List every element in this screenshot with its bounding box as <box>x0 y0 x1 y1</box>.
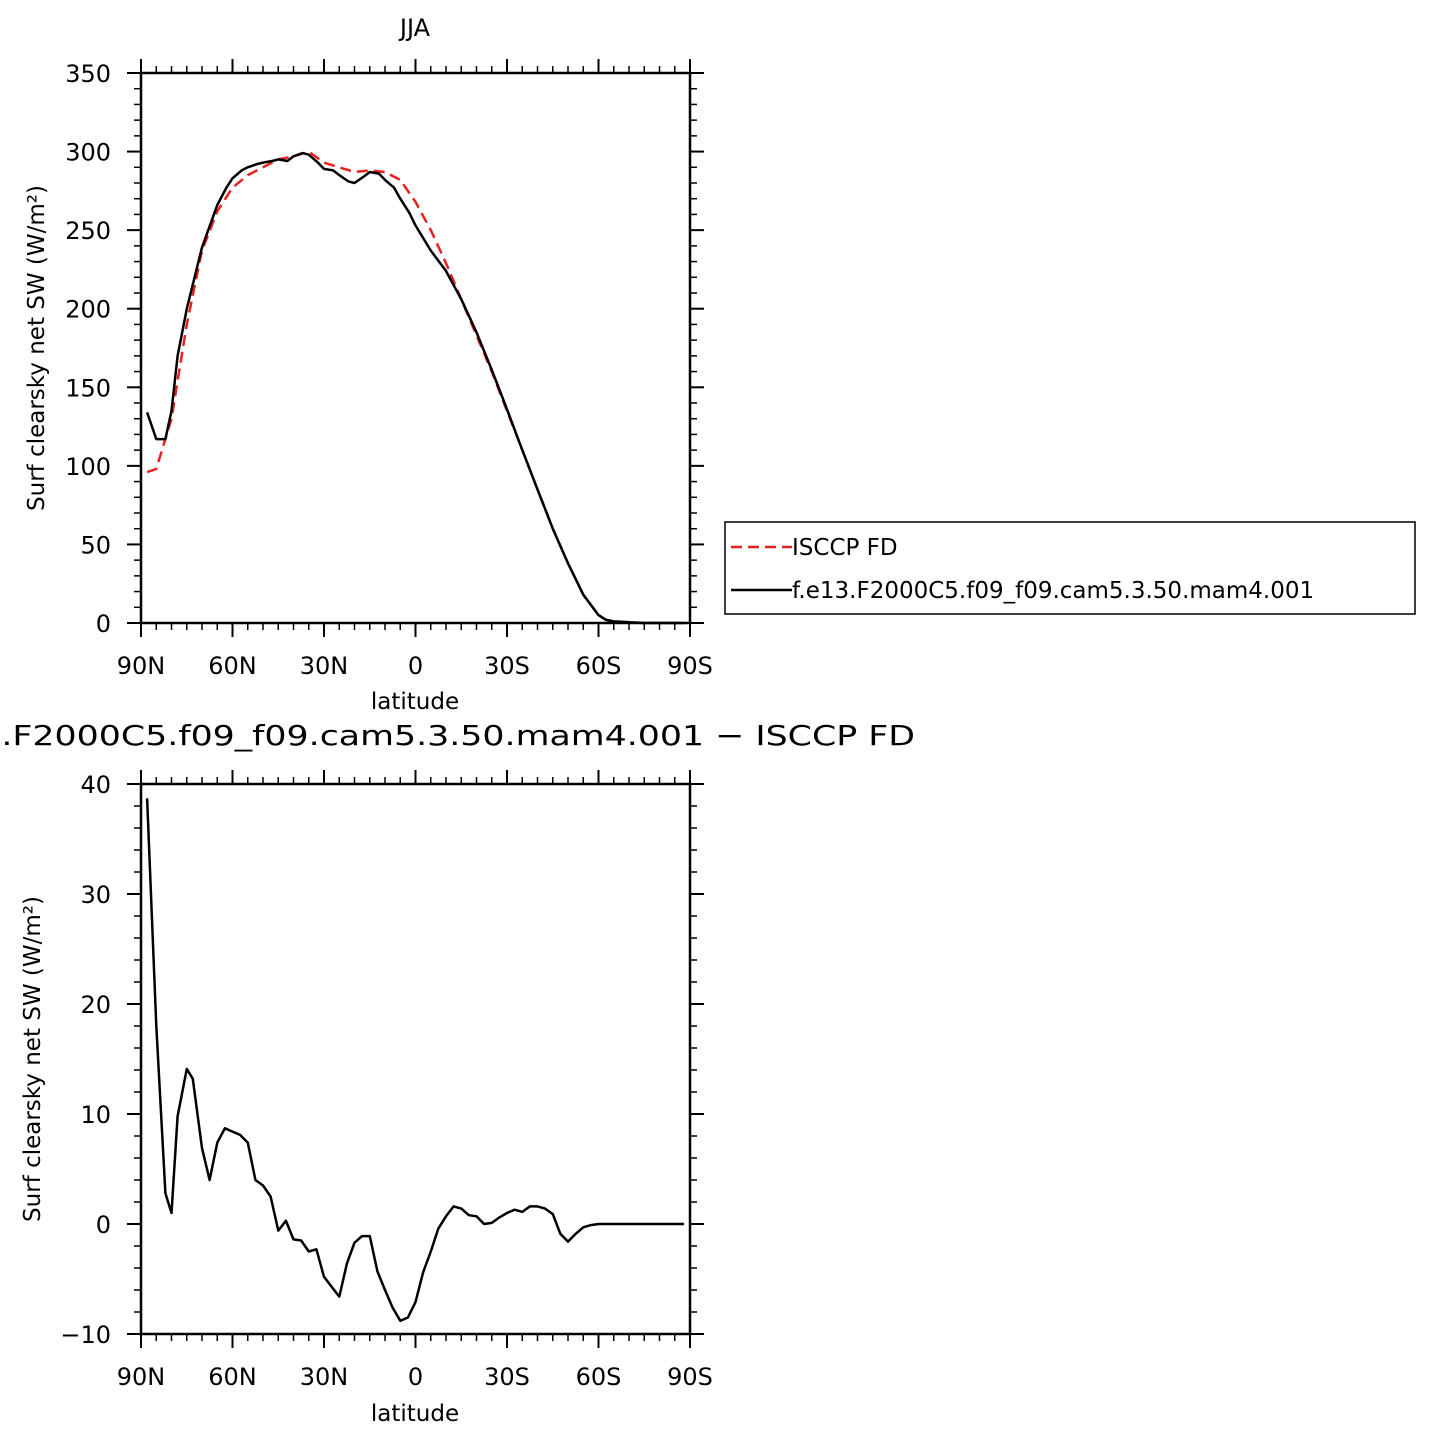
top-y-tick-label: 150 <box>65 374 111 402</box>
bottom-x-tick-label: 90N <box>117 1363 166 1391</box>
top-chart-ticks: 90N 60N 30N 0 30S 60S 90S 0 50 100 150 200 250 300 350 <box>65 59 713 680</box>
bottom-chart-lines <box>145 798 684 1323</box>
bottom-x-tick-label: 0 <box>408 1363 423 1391</box>
legend-label-isccp-fd: ISCCP FD <box>792 535 898 561</box>
bottom-y-tick-label: 10 <box>80 1101 111 1129</box>
bottom-y-tick-label: 20 <box>80 991 111 1019</box>
top-x-tick-label: 30S <box>484 652 530 680</box>
bottom-x-tick-label: 30S <box>484 1363 530 1391</box>
top-y-tick-label: 0 <box>96 610 111 638</box>
legend-label-model: f.e13.F2000C5.f09_f09.cam5.3.50.mam4.001 <box>792 578 1314 604</box>
top-chart: JJA 90N 60N 30N 0 30S 60S 90S 0 50 100 150 200 250 30… <box>24 14 713 715</box>
top-y-tick-label: 50 <box>80 531 111 559</box>
bottom-y-tick-label: −10 <box>60 1321 111 1349</box>
bottom-x-tick-label: 60N <box>208 1363 257 1391</box>
top-x-tick-label: 60N <box>208 652 257 680</box>
top-y-tick-label: 300 <box>65 139 111 167</box>
top-x-tick-label: 30N <box>300 652 349 680</box>
bottom-x-tick-label: 90S <box>667 1363 713 1391</box>
bottom-series-line-0 <box>145 798 684 1323</box>
bottom-chart: f.e13.F2000C5.f09_f09.cam5.3.50.mam4.001… <box>0 719 915 1427</box>
bottom-x-tick-label: 30N <box>300 1363 349 1391</box>
bottom-chart-title: f.e13.F2000C5.f09_f09.cam5.3.50.mam4.001… <box>0 719 915 752</box>
top-chart-title: JJA <box>398 14 431 42</box>
top-y-tick-label: 350 <box>65 60 111 88</box>
bottom-y-tick-label: 0 <box>96 1211 111 1239</box>
top-y-tick-label: 200 <box>65 296 111 324</box>
top-y-tick-label: 250 <box>65 217 111 245</box>
top-chart-lines <box>145 150 684 625</box>
top-series-line-0 <box>146 150 684 625</box>
bottom-chart-y-axis-label: Surf clearsky net SW (W/m²) <box>20 896 46 1222</box>
legend-box <box>724 521 1416 615</box>
top-x-tick-label: 90S <box>667 652 713 680</box>
top-x-tick-label: 90N <box>117 652 166 680</box>
legend: ISCCP FD f.e13.F2000C5.f09_f09.cam5.3.50… <box>724 521 1416 615</box>
bottom-y-tick-label: 40 <box>80 771 111 799</box>
top-x-tick-label: 0 <box>408 652 423 680</box>
top-chart-x-axis-label: latitude <box>371 689 459 715</box>
bottom-chart-x-axis-label: latitude <box>371 1401 459 1427</box>
top-series-line-1 <box>145 151 684 625</box>
top-y-tick-label: 100 <box>65 453 111 481</box>
bottom-chart-plot-frame <box>139 782 692 1336</box>
top-x-tick-label: 60S <box>576 652 622 680</box>
top-chart-y-axis-label: Surf clearsky net SW (W/m²) <box>24 185 50 511</box>
top-chart-plot-frame <box>139 71 692 625</box>
bottom-y-tick-label: 30 <box>80 881 111 909</box>
bottom-x-tick-label: 60S <box>576 1363 622 1391</box>
